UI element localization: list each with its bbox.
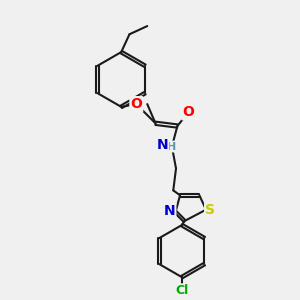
Text: H: H — [167, 142, 176, 152]
Text: S: S — [205, 203, 215, 217]
Text: Cl: Cl — [175, 284, 188, 297]
Text: N: N — [157, 138, 168, 152]
Text: O: O — [182, 105, 194, 119]
Text: N: N — [164, 204, 175, 218]
Text: O: O — [130, 97, 142, 111]
